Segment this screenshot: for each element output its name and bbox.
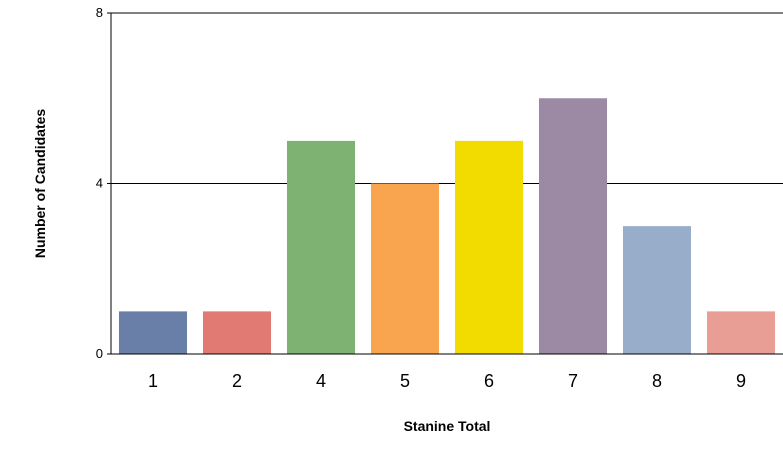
gridlines [111,12,783,184]
x-tick-label: 4 [316,371,326,391]
x-axis-title: Stanine Total [404,418,491,434]
y-tick-label: 0 [96,346,103,361]
y-axis-title: Number of Candidates [32,109,48,259]
bar [286,140,356,354]
bars [118,98,776,354]
y-tick-label: 4 [96,176,103,191]
x-tick-label: 1 [148,371,158,391]
bar [118,311,188,354]
y-tick-label: 8 [96,5,103,20]
bar [538,98,608,354]
bar [454,140,524,354]
bar [202,311,272,354]
x-tick-label: 6 [484,371,494,391]
x-tick-label: 9 [736,371,746,391]
bar [706,311,776,354]
axes [107,12,783,355]
x-tick-label: 7 [568,371,578,391]
x-tick-label: 2 [232,371,242,391]
bar [370,183,440,354]
x-tick-label: 8 [652,371,662,391]
bar [622,226,692,354]
x-tick-label: 5 [400,371,410,391]
